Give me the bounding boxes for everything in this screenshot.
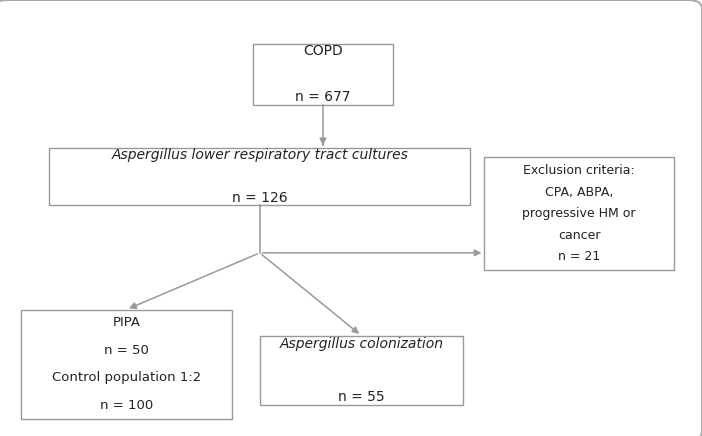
Text: CPA, ABPA,: CPA, ABPA, [545, 186, 614, 199]
Bar [49, 148, 470, 205]
Text: Exclusion criteria:: Exclusion criteria: [523, 164, 635, 177]
Text: PIPA: PIPA [112, 316, 140, 329]
Text: cancer: cancer [558, 228, 600, 242]
Text: progressive HM or: progressive HM or [522, 207, 636, 220]
Text: n = 55: n = 55 [338, 390, 385, 404]
Text: n = 50: n = 50 [104, 344, 149, 357]
Text: n = 677: n = 677 [295, 90, 351, 104]
Bar [253, 44, 393, 105]
Text: n = 126: n = 126 [232, 191, 288, 205]
Text: COPD: COPD [303, 44, 343, 58]
Text: Aspergillus lower respiratory tract cultures: Aspergillus lower respiratory tract cult… [112, 148, 408, 162]
Text: Control population 1:2: Control population 1:2 [52, 371, 201, 385]
Text: Aspergillus colonization: Aspergillus colonization [279, 337, 444, 351]
Text: n = 21: n = 21 [558, 250, 600, 263]
Bar [484, 157, 674, 270]
Bar [260, 336, 463, 405]
Bar [21, 310, 232, 419]
Text: n = 100: n = 100 [100, 399, 153, 412]
